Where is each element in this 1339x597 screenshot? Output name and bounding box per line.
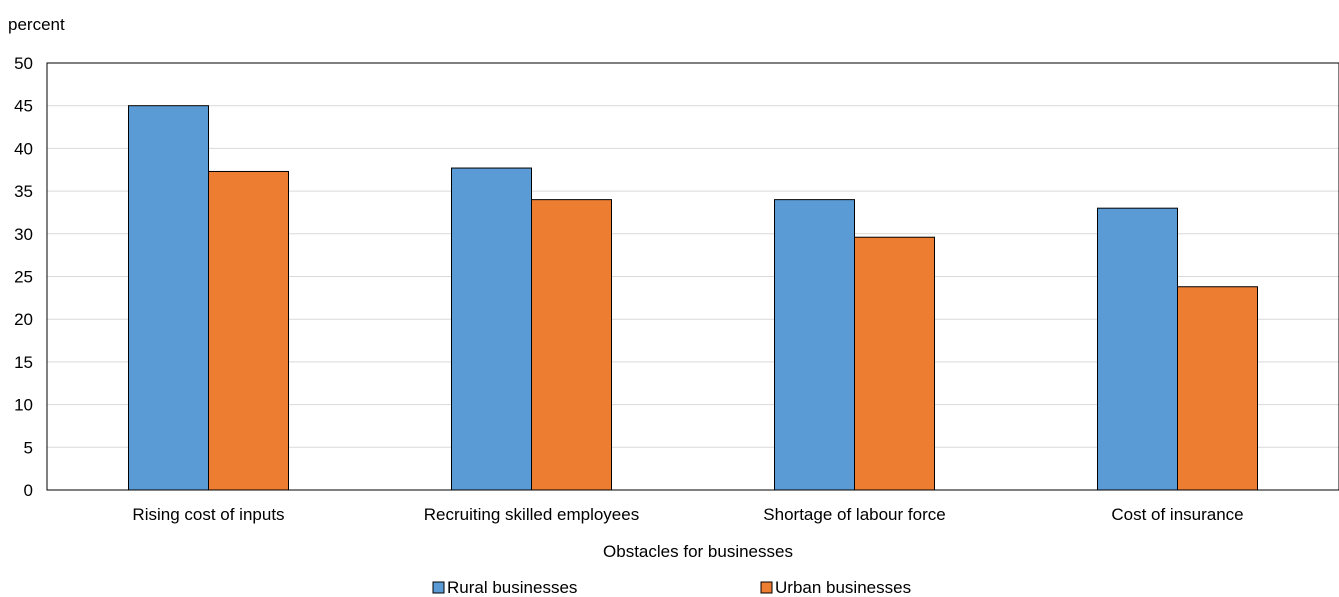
bar-urban — [531, 199, 612, 491]
x-tick-label: Recruiting skilled employees — [424, 505, 639, 524]
legend-swatch — [760, 581, 773, 594]
legend: Rural businesses Urban businesses — [432, 578, 911, 597]
plot-frame — [46, 62, 1339, 491]
y-tick-label: 0 — [24, 481, 33, 500]
y-tick-label: 25 — [14, 268, 33, 287]
y-tick-label: 30 — [14, 225, 33, 244]
bar-urban — [208, 170, 289, 491]
y-tick-label: 50 — [14, 54, 33, 73]
legend-label: Urban businesses — [775, 578, 911, 597]
bar-rural — [128, 105, 209, 491]
x-tick-labels: Rising cost of inputs Recruiting skilled … — [132, 505, 1243, 524]
y-tick-label: 40 — [14, 139, 33, 158]
legend-label: Rural businesses — [447, 578, 577, 597]
y-tick-label: 35 — [14, 182, 33, 201]
x-axis-label: Obstacles for businesses — [603, 542, 793, 561]
bar-rural — [1097, 207, 1178, 491]
y-tick-labels: 0 5 10 15 20 25 30 35 40 45 50 — [14, 54, 33, 500]
bars — [128, 105, 1258, 491]
y-tick-label: 20 — [14, 310, 33, 329]
y-axis-label: percent — [8, 15, 65, 34]
y-tick-label: 45 — [14, 97, 33, 116]
bar-rural — [451, 167, 532, 491]
bar-rural — [774, 199, 855, 491]
x-tick-label: Cost of insurance — [1111, 505, 1243, 524]
y-tick-label: 5 — [24, 438, 33, 457]
y-tick-label: 10 — [14, 396, 33, 415]
x-tick-label: Rising cost of inputs — [132, 505, 284, 524]
y-tick-label: 15 — [14, 353, 33, 372]
bar-urban — [854, 236, 935, 491]
x-tick-label: Shortage of labour force — [763, 505, 945, 524]
legend-swatch — [432, 581, 445, 594]
bar-urban — [1177, 286, 1258, 491]
